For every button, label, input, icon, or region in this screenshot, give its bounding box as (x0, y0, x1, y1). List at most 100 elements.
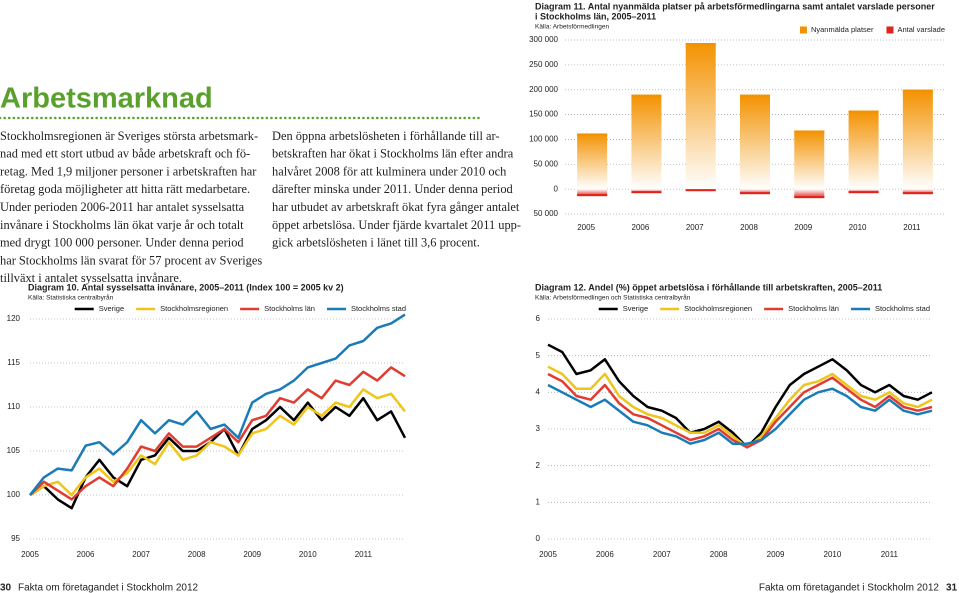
chart-source: Källa: Statistiska centralbyrån (28, 294, 114, 302)
x-tick-label: 2009 (767, 550, 785, 559)
legend-label: Stockholms stad (351, 304, 406, 313)
y-tick-label: 2 (536, 461, 541, 470)
legend-swatch (799, 26, 807, 34)
body-text: därefter minska under 2011. Under denna … (272, 182, 514, 196)
x-tick-label: 2007 (686, 223, 704, 232)
body-text: Den öppna arbetslösheten i förhållande t… (272, 129, 500, 143)
x-tick-label: 2009 (794, 223, 812, 232)
bar-cap (794, 130, 825, 133)
body-text: nad med ett stort utbud av både arbetskr… (0, 147, 250, 161)
series-line (547, 343, 933, 449)
series-line (29, 313, 406, 496)
x-tick-label: 2005 (539, 550, 557, 559)
y-tick-label: 300 000 (529, 35, 558, 44)
body-text: Under perioden 2006-2011 har antalet sys… (0, 200, 245, 214)
bar-cap (577, 194, 608, 197)
series-line (29, 388, 406, 497)
y-tick-label: 50 000 (534, 159, 559, 168)
bar-cap (848, 110, 879, 113)
body-text: företag goda möjligheter att hitta rätt … (0, 182, 250, 196)
x-tick-label: 2010 (299, 550, 317, 559)
y-tick-label: 6 (536, 314, 541, 323)
y-tick-label: 3 (536, 424, 541, 433)
y-tick-label: 95 (11, 534, 20, 543)
body-text: Stockholmsregionen är Sveriges största a… (0, 129, 258, 143)
legend-swatch (886, 26, 894, 34)
y-tick-label: 1 (536, 497, 541, 506)
x-tick-label: 2007 (653, 550, 671, 559)
x-tick-label: 2010 (849, 223, 867, 232)
page-number: 31 (946, 583, 958, 593)
x-tick-label: 2007 (132, 550, 150, 559)
body-text: öppet arbetslösa. Under fjärde kvartalet… (272, 218, 521, 232)
y-tick-label: 4 (536, 387, 541, 396)
body-text: retag. Med 1,9 miljoner personer i arbet… (0, 164, 257, 178)
bar-cap (902, 89, 933, 92)
body-text: med drygt 100 000 personer. Under denna … (0, 236, 244, 250)
legend-label: Stockholms stad (875, 304, 930, 313)
footer-text: Fakta om företagandet i Stockholm 2012 (759, 583, 940, 593)
bar-cap (794, 196, 825, 199)
x-tick-label: 2006 (77, 550, 95, 559)
y-tick-label: 200 000 (529, 85, 558, 94)
body-text: har Stockholms län svarat för 57 procent… (0, 253, 262, 267)
bar-cap (631, 94, 662, 97)
bar (577, 133, 608, 190)
footer-text: Fakta om företagandet i Stockholm 2012 (18, 583, 199, 593)
x-tick-label: 2010 (824, 550, 842, 559)
chart-source: Källa: Arbetsförmedlingen och Statistisk… (535, 294, 691, 302)
x-tick-label: 2011 (355, 550, 373, 559)
series-line (547, 365, 933, 449)
page-number: 30 (0, 583, 12, 593)
chart-title: Diagram 10. Antal sysselsatta invånare, … (28, 282, 344, 292)
x-tick-label: 2009 (243, 550, 261, 559)
y-tick-label: 100 (7, 490, 21, 499)
bar-cap (848, 191, 879, 194)
bar (848, 110, 879, 190)
bar-cap (685, 189, 716, 192)
chart-source: Källa: Arbetsförmedlingen (535, 24, 609, 31)
bar-cap (740, 192, 770, 195)
legend-label: Stockholms län (788, 304, 839, 313)
bar (902, 89, 933, 190)
x-tick-label: 2005 (577, 223, 595, 232)
bar (740, 189, 770, 195)
body-text: har utbudet av arbetskraft ökat fyra gån… (272, 200, 520, 214)
bar-cap (685, 42, 716, 45)
chart-title: Diagram 11. Antal nyanmälda platser på a… (535, 1, 935, 11)
series-line (29, 366, 406, 501)
x-tick-label: 2006 (632, 223, 650, 232)
x-tick-label: 2005 (21, 550, 39, 559)
bar (794, 189, 825, 199)
y-tick-label: 150 000 (529, 110, 558, 119)
legend-label: Stockholmsregionen (160, 304, 228, 313)
legend-label: Antal varslade (897, 25, 945, 34)
body-text: invånare i Stockholms län ökat varje år … (0, 218, 244, 232)
chart-title: i Stockholms län, 2005–2011 (535, 11, 656, 21)
y-tick-label: 110 (7, 402, 20, 411)
bar (794, 130, 825, 190)
bar (577, 189, 608, 197)
bar (685, 42, 716, 190)
x-tick-label: 2006 (596, 550, 614, 559)
y-tick-label: 120 (7, 314, 21, 323)
legend-label: Sverige (99, 304, 124, 313)
y-tick-label: 0 (536, 534, 541, 543)
legend-label: Stockholms län (264, 304, 315, 313)
chart-title: Diagram 12. Andel (%) öppet arbetslösa i… (535, 282, 882, 292)
bar (902, 189, 933, 195)
bar-cap (577, 133, 608, 136)
y-tick-label: 100 000 (529, 135, 558, 144)
y-tick-label: 5 (536, 351, 541, 360)
y-tick-label: 50 000 (534, 209, 559, 218)
series-line (547, 383, 933, 445)
body-text: betskraften har ökat i Stockholms län ef… (272, 147, 514, 161)
y-tick-label: 115 (7, 358, 20, 367)
legend-label: Sverige (623, 304, 648, 313)
y-tick-label: 0 (554, 184, 559, 193)
series-line (29, 396, 407, 510)
y-tick-label: 105 (7, 446, 21, 455)
x-tick-label: 2008 (188, 550, 206, 559)
bar (631, 94, 662, 190)
